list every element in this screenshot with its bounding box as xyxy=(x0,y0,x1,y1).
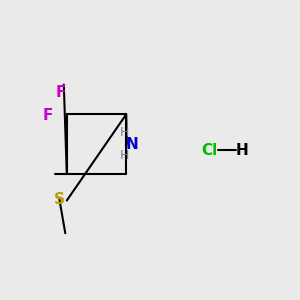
Text: F: F xyxy=(42,108,52,123)
Text: S: S xyxy=(54,191,65,206)
Text: N: N xyxy=(126,136,139,152)
Text: Cl: Cl xyxy=(201,142,218,158)
Text: H: H xyxy=(120,126,129,139)
Text: H: H xyxy=(120,149,129,162)
Text: H: H xyxy=(236,142,248,158)
Text: F: F xyxy=(56,85,66,100)
